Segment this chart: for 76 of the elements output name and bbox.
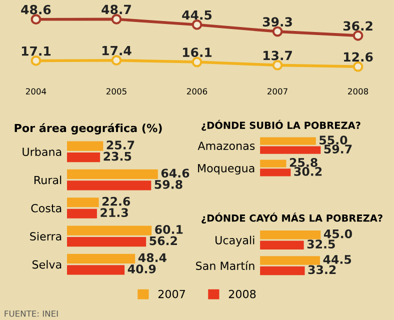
data-label: 64.6 [161,168,190,178]
y-tick-label: Moquegua [198,164,254,175]
data-label: 23.5 [104,152,132,161]
y-tick-label: Ucayali [216,236,254,247]
point [272,26,283,37]
bar [66,226,152,236]
data-label: 30.2 [294,166,322,176]
chart-title: ¿DÓNDE SUBIÓ LA POBREZA? [202,120,360,131]
data-label: 39.3 [262,17,292,27]
data-label: 59.7 [324,144,352,154]
bar [66,169,158,179]
bar [66,208,97,218]
bar [260,137,316,145]
bar [260,266,305,276]
legend-label: 2008 [228,290,256,298]
data-label: 33.2 [308,265,336,274]
bar [66,198,99,208]
data-label: 48.6 [21,4,51,14]
y-tick-label: Amazonas [198,142,255,150]
data-label: 55.0 [320,136,348,145]
y-tick-label: Rural [34,176,62,184]
point [352,30,364,41]
chart-title: Por área geográfica (%) [14,123,162,134]
data-label: 56.2 [150,236,177,246]
data-label: 22.6 [102,196,130,206]
x-tick-label: 2008 [348,88,368,95]
data-label: 44.5 [323,255,352,264]
data-label: 17.1 [22,46,51,56]
data-label: 21.3 [100,208,128,218]
bar [66,237,146,247]
point [192,56,202,68]
data-label: 25.7 [106,140,134,150]
point [30,14,42,25]
source-note: FUENTE: INEI [4,310,58,317]
point [30,56,42,66]
bar [66,152,100,162]
data-label: 17.4 [102,46,132,56]
data-label: 60.1 [155,225,183,234]
bar [260,146,321,154]
point [352,61,364,72]
x-tick-label: 2007 [268,88,288,95]
x-tick-label: 2005 [106,88,126,95]
data-label: 12.6 [344,52,373,62]
data-label: 32.5 [307,240,335,249]
y-tick-label: Selva [32,260,62,269]
chart-title: ¿DÓNDE CAYÓ MÁS LA POBREZA? [202,212,382,224]
data-label: 44.5 [182,10,212,20]
y-tick-label: Urbana [22,147,62,156]
data-label: 13.7 [264,50,292,60]
point [111,14,122,24]
data-label: 59.8 [154,180,182,189]
y-tick-label: San Martín [196,260,254,270]
bar [66,180,152,190]
data-label: 48.7 [102,4,131,14]
bar [260,240,304,250]
x-tick-label: 2004 [26,88,46,95]
bar [260,256,320,265]
data-label: 45.0 [324,229,352,238]
data-label: 48.4 [138,253,166,262]
y-tick-label: Costa [31,204,62,212]
data-label: 25.8 [290,158,318,167]
bar [260,160,286,168]
data-label: 36.2 [343,21,372,31]
x-tick-label: 2006 [187,88,208,95]
point [272,60,283,70]
bar [66,265,125,275]
data-label: 40.9 [128,264,156,274]
data-label: 16.1 [182,48,212,58]
bar [260,230,321,240]
point [111,55,122,66]
bar [260,168,291,176]
y-tick-label: Sierra [30,232,62,241]
bar [66,141,104,151]
bar [66,254,136,264]
legend-label: 2007 [158,290,185,298]
point [192,20,202,30]
